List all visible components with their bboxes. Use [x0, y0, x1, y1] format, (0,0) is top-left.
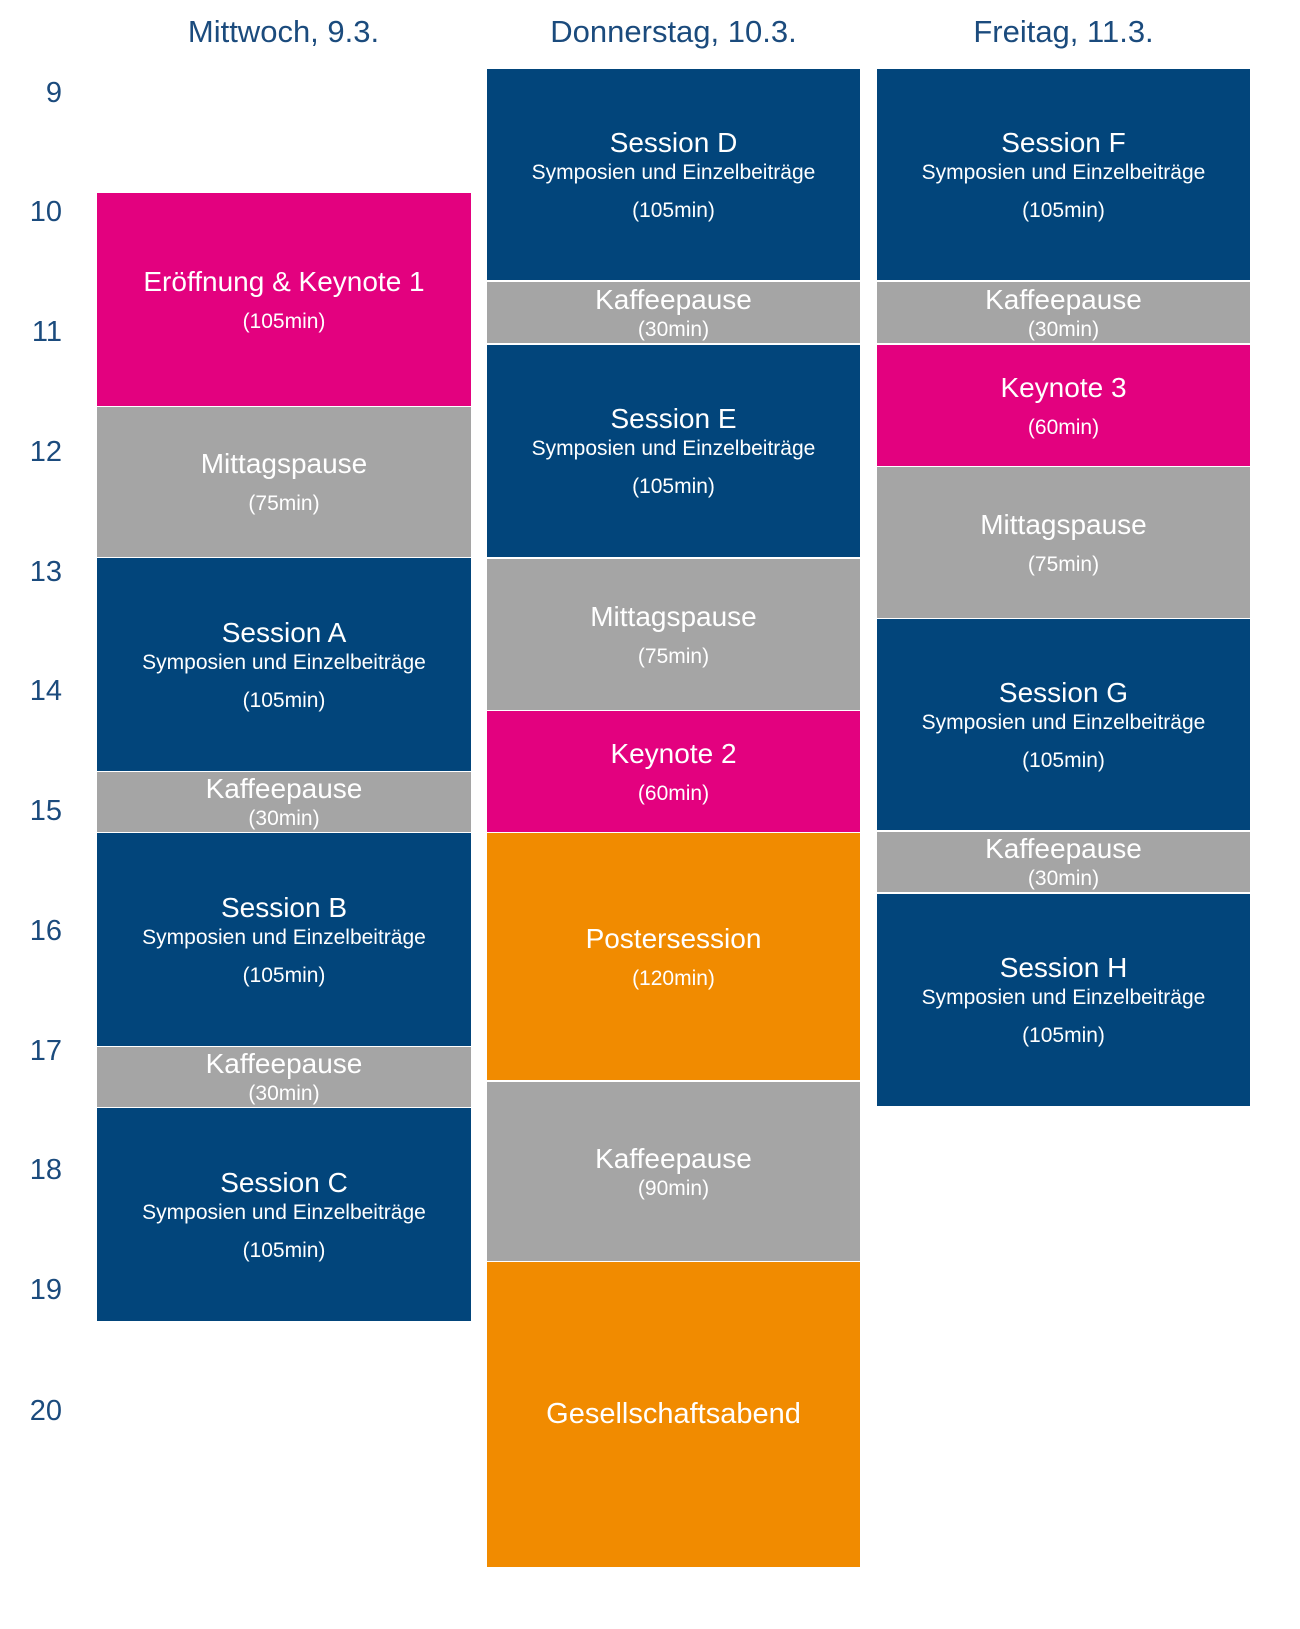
- schedule-block-session: Session D Symposien und Einzelbeiträge (…: [487, 69, 860, 280]
- block-subtitle: Symposien und Einzelbeiträge: [921, 986, 1206, 1009]
- block-title: Kaffeepause: [205, 1048, 363, 1079]
- block-duration: (90min): [637, 1176, 710, 1200]
- block-duration: (105min): [242, 309, 326, 333]
- hour-label: 9: [45, 77, 62, 109]
- block-subtitle: Symposien und Einzelbeiträge: [142, 925, 426, 949]
- hour-label: 10: [29, 196, 62, 228]
- block-duration: (105min): [1022, 198, 1105, 222]
- block-duration: (30min): [248, 807, 320, 830]
- hour-label: 12: [29, 436, 62, 468]
- block-duration: (105min): [1022, 748, 1105, 772]
- hour-label: 20: [29, 1395, 62, 1427]
- block-subtitle: Symposien und Einzelbeiträge: [921, 160, 1206, 184]
- block-duration: (75min): [637, 644, 710, 668]
- block-duration: (105min): [1022, 1024, 1105, 1047]
- schedule-block-break: Kaffeepause (90min): [487, 1082, 860, 1261]
- schedule-block-break: Kaffeepause (30min): [877, 832, 1250, 892]
- block-duration: (105min): [242, 688, 326, 712]
- schedule-block-session: Session H Symposien und Einzelbeiträge (…: [877, 894, 1250, 1106]
- schedule-block-session: Session B Symposien und Einzelbeiträge (…: [97, 833, 471, 1046]
- block-title: Session E: [610, 403, 737, 434]
- day-header-friday: Freitag, 11.3.: [973, 14, 1154, 49]
- schedule-block-break: Kaffeepause (30min): [97, 1047, 471, 1107]
- hour-label: 18: [29, 1154, 62, 1186]
- block-title: Kaffeepause: [985, 283, 1142, 315]
- schedule-block-break: Kaffeepause (30min): [487, 282, 860, 343]
- block-title: Mittagspause: [200, 448, 368, 479]
- block-title: Mittagspause: [590, 600, 757, 632]
- block-title: Session A: [221, 616, 347, 648]
- block-subtitle: Symposien und Einzelbeiträge: [142, 1200, 426, 1224]
- block-subtitle: Symposien und Einzelbeiträge: [531, 437, 816, 460]
- block-duration: (105min): [632, 198, 715, 222]
- block-title: Session F: [1001, 126, 1126, 158]
- block-title: Session G: [998, 676, 1129, 708]
- hour-label: 11: [31, 316, 62, 348]
- block-title: Eröffnung & Keynote 1: [143, 265, 425, 297]
- block-title: Session C: [220, 1166, 348, 1198]
- schedule-block-session: Session G Symposien und Einzelbeiträge (…: [877, 619, 1250, 830]
- block-duration: (75min): [248, 492, 320, 515]
- schedule-block-social-evening: Gesellschaftsabend: [487, 1262, 860, 1567]
- schedule-block-session: Session C Symposien und Einzelbeiträge (…: [97, 1108, 471, 1321]
- hour-label: 16: [29, 915, 62, 947]
- schedule-block-keynote: Keynote 3 (60min): [877, 345, 1250, 466]
- schedule-block-break: Kaffeepause (30min): [97, 772, 471, 832]
- day-header-thursday: Donnerstag, 10.3.: [550, 14, 797, 49]
- block-duration: (30min): [1027, 317, 1100, 341]
- block-duration: (30min): [1027, 867, 1100, 890]
- hour-label: 15: [29, 795, 62, 827]
- schedule-block-postersession: Postersession (120min): [487, 833, 860, 1080]
- block-title: Mittagspause: [980, 508, 1147, 540]
- block-duration: (105min): [242, 963, 326, 987]
- block-duration: (30min): [637, 317, 710, 341]
- block-subtitle: Symposien und Einzelbeiträge: [921, 710, 1206, 734]
- block-title: Postersession: [585, 922, 762, 954]
- hour-label: 17: [29, 1035, 62, 1067]
- block-title: Session D: [609, 126, 738, 158]
- block-duration: (30min): [248, 1082, 320, 1105]
- hour-label: 13: [29, 556, 62, 588]
- schedule-block-break: Mittagspause (75min): [487, 559, 860, 710]
- block-title: Session B: [220, 891, 348, 923]
- block-duration: (60min): [637, 781, 710, 805]
- block-title: Keynote 3: [1000, 371, 1127, 403]
- block-title: Gesellschaftsabend: [546, 1398, 801, 1430]
- schedule-block-break: Kaffeepause (30min): [877, 282, 1250, 343]
- block-title: Keynote 2: [610, 737, 737, 769]
- schedule-block-break: Mittagspause (75min): [97, 407, 471, 557]
- block-duration: (75min): [1027, 552, 1100, 576]
- hour-label: 19: [29, 1274, 62, 1306]
- schedule-block-session: Session F Symposien und Einzelbeiträge (…: [877, 69, 1250, 280]
- block-subtitle: Symposien und Einzelbeiträge: [142, 650, 426, 674]
- block-title: Kaffeepause: [985, 833, 1142, 864]
- schedule-block-break: Mittagspause (75min): [877, 467, 1250, 618]
- block-subtitle: Symposien und Einzelbeiträge: [531, 160, 816, 184]
- block-duration: (105min): [242, 1238, 326, 1262]
- block-title: Kaffeepause: [595, 283, 752, 315]
- block-duration: (120min): [632, 966, 715, 990]
- block-title: Kaffeepause: [595, 1142, 752, 1174]
- block-title: Session H: [999, 952, 1128, 983]
- block-duration: (60min): [1027, 415, 1100, 439]
- schedule-block-keynote: Keynote 2 (60min): [487, 711, 860, 832]
- block-title: Kaffeepause: [205, 773, 363, 804]
- schedule-block-keynote: Eröffnung & Keynote 1 (105min): [97, 193, 471, 406]
- block-duration: (105min): [632, 475, 715, 498]
- schedule-block-session: Session E Symposien und Einzelbeiträge (…: [487, 345, 860, 557]
- schedule-block-session: Session A Symposien und Einzelbeiträge (…: [97, 558, 471, 771]
- hour-label: 14: [29, 675, 62, 707]
- day-header-wednesday: Mittwoch, 9.3.: [187, 14, 380, 49]
